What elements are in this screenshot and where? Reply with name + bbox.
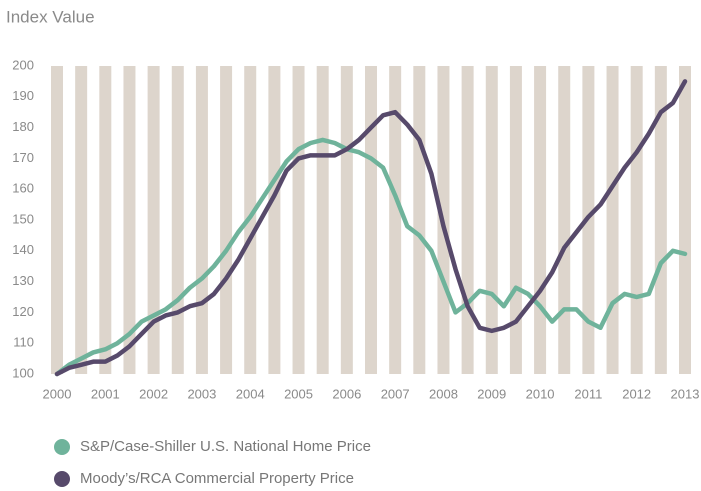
y-tick-label: 170: [12, 150, 34, 165]
y-tick-label: 160: [12, 181, 34, 196]
stripe: [679, 66, 691, 374]
x-tick-label: 2011: [574, 386, 602, 401]
stripe: [316, 66, 329, 374]
x-tick-label: 2001: [91, 386, 120, 401]
y-tick-label: 180: [12, 119, 34, 134]
x-tick-label: 2009: [477, 386, 506, 401]
x-tick-label: 2006: [332, 386, 361, 401]
series-line: [54, 137, 688, 377]
y-tick-label: 190: [12, 88, 34, 103]
y-tick-label: 110: [13, 335, 34, 350]
x-tick-label: 2013: [671, 386, 700, 401]
stripe: [171, 66, 184, 374]
x-tick-label: 2012: [622, 386, 651, 401]
stripe: [292, 66, 305, 374]
stripe: [365, 66, 377, 374]
x-tick-label: 2004: [236, 386, 265, 401]
stripe: [413, 66, 426, 374]
legend-label: Moody’s/RCA Commercial Property Price: [80, 470, 354, 487]
stripe: [123, 66, 136, 374]
y-tick-label: 120: [12, 304, 34, 319]
stripe: [147, 66, 160, 374]
y-tick-label: 130: [12, 273, 34, 288]
stripe: [220, 66, 233, 374]
stripe: [558, 66, 571, 374]
stripe: [630, 66, 643, 374]
legend-swatch: [54, 471, 70, 487]
stripe: [340, 66, 353, 374]
y-tick-label: 140: [12, 242, 34, 257]
x-tick-label: 2003: [187, 386, 216, 401]
y-tick-label: 200: [12, 57, 34, 72]
stripe: [389, 66, 402, 374]
stripe: [99, 66, 112, 374]
stripe: [195, 66, 208, 374]
stripe: [606, 66, 619, 374]
x-tick-label: 2010: [526, 386, 555, 401]
chart-title: Index Value: [6, 7, 95, 26]
x-tick-label: 2005: [284, 386, 313, 401]
stripe: [75, 66, 88, 374]
stripe: [268, 66, 281, 374]
y-tick-label: 100: [12, 365, 34, 380]
stripe: [509, 66, 522, 374]
series-line: [54, 79, 688, 377]
x-tick-label: 2007: [381, 386, 410, 401]
stripe: [654, 66, 667, 374]
stripe: [534, 66, 547, 374]
legend-swatch: [54, 439, 70, 455]
y-tick-label: 150: [12, 211, 34, 226]
x-tick-label: 2008: [429, 386, 458, 401]
stripe: [51, 66, 63, 374]
x-tick-label: 2002: [139, 386, 168, 401]
stripe: [461, 66, 474, 374]
legend-label: S&P/Case-Shiller U.S. National Home Pric…: [80, 438, 371, 455]
x-tick-label: 2000: [43, 386, 72, 401]
